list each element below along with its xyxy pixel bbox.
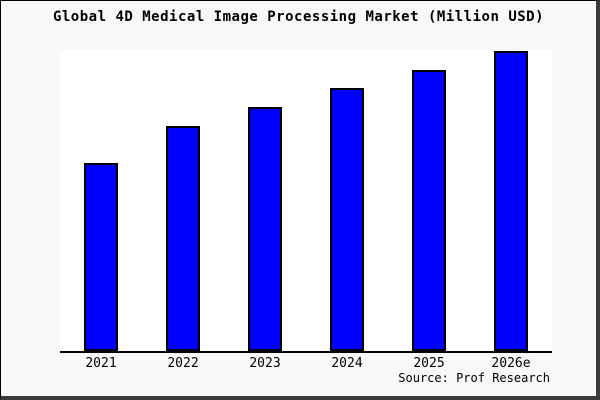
x-tick-label-2021: 2021: [85, 356, 117, 371]
bar-2022: [166, 126, 200, 351]
bar-2024: [330, 88, 364, 351]
bar-2023: [248, 107, 282, 351]
bar-2026e: [494, 51, 528, 351]
x-axis-labels: 2021 2022 2023 2024 2025 2026e: [1, 1, 596, 396]
bar-2025: [412, 70, 446, 351]
x-tick-label-2024: 2024: [331, 356, 363, 371]
chart-title: Global 4D Medical Image Processing Marke…: [52, 9, 545, 25]
bar-2021: [84, 163, 118, 351]
source-credit: Source: Prof Research: [398, 371, 550, 385]
x-tick-label-2026e: 2026e: [491, 356, 531, 371]
x-tick-label-2025: 2025: [413, 356, 445, 371]
x-tick-label-2023: 2023: [249, 356, 281, 371]
plot-area: [60, 50, 552, 353]
x-tick-label-2022: 2022: [167, 356, 199, 371]
